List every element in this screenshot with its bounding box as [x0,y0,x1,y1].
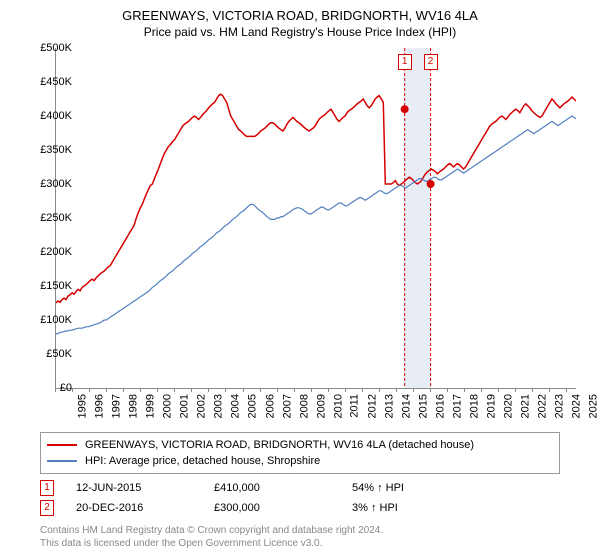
x-tick-label: 2020 [503,394,515,418]
y-tick-label: £100K [40,314,72,326]
legend-label: GREENWAYS, VICTORIA ROAD, BRIDGNORTH, WV… [85,439,474,451]
legend-swatch [47,444,77,446]
x-tick-label: 1996 [94,394,106,418]
y-tick-label: £450K [40,76,72,88]
y-tick-label: £200K [40,246,72,258]
y-tick-label: £150K [40,280,72,292]
x-tick-label: 1997 [111,394,123,418]
sales-row: 1 12-JUN-2015 £410,000 54% ↑ HPI [40,478,490,498]
x-tick-label: 2006 [264,394,276,418]
x-tick-label: 2024 [571,394,583,418]
x-tick-label: 2009 [315,394,327,418]
x-tick-label: 2001 [179,394,191,418]
chart-svg [56,48,576,388]
x-tick-label: 2005 [247,394,259,418]
x-tick-label: 2002 [196,394,208,418]
sale-vs-hpi: 3% ↑ HPI [352,502,490,514]
sale-price: £410,000 [214,482,352,494]
sale-dot [401,105,409,113]
x-tick-label: 2022 [537,394,549,418]
x-tick-label: 2013 [383,394,395,418]
x-tick-label: 2015 [417,394,429,418]
x-tick-label: 2023 [554,394,566,418]
sale-marker-icon: 2 [40,500,54,516]
y-tick-label: £350K [40,144,72,156]
legend-row: HPI: Average price, detached house, Shro… [47,453,553,469]
x-tick-label: 2003 [213,394,225,418]
x-tick-label: 2000 [162,394,174,418]
legend-label: HPI: Average price, detached house, Shro… [85,455,320,467]
legend-swatch [47,460,77,462]
sale-dot [427,180,435,188]
legend: GREENWAYS, VICTORIA ROAD, BRIDGNORTH, WV… [40,432,560,474]
sale-vs-hpi: 54% ↑ HPI [352,482,490,494]
chart-container: GREENWAYS, VICTORIA ROAD, BRIDGNORTH, WV… [0,0,600,560]
series-line [56,94,576,303]
x-tick-label: 2021 [520,394,532,418]
y-tick-label: £300K [40,178,72,190]
x-tick-label: 2011 [348,394,360,418]
sale-price: £300,000 [214,502,352,514]
x-tick-label: 2014 [400,394,412,418]
y-tick-label: £400K [40,110,72,122]
x-tick-label: 1999 [145,394,157,418]
footer-line: This data is licensed under the Open Gov… [40,537,383,550]
legend-row: GREENWAYS, VICTORIA ROAD, BRIDGNORTH, WV… [47,437,553,453]
chart-title: GREENWAYS, VICTORIA ROAD, BRIDGNORTH, WV… [0,0,600,23]
x-tick-label: 2016 [435,394,447,418]
x-tick-label: 1995 [76,394,88,418]
footer-line: Contains HM Land Registry data © Crown c… [40,524,383,537]
x-tick-label: 2007 [281,394,293,418]
y-tick-label: £250K [40,212,72,224]
chart-subtitle: Price paid vs. HM Land Registry's House … [0,23,600,43]
y-tick-label: £0 [60,382,72,394]
y-tick-label: £50K [46,348,72,360]
x-tick-label: 2018 [469,394,481,418]
x-tick-label: 2019 [486,394,498,418]
sale-marker-icon: 1 [40,480,54,496]
sale-date: 12-JUN-2015 [76,482,214,494]
plot-area: 12 [55,48,576,389]
sale-marker-annotation: 2 [424,54,438,70]
x-tick-label: 2008 [298,394,310,418]
x-tick-label: 2025 [588,394,600,418]
x-tick-label: 2004 [230,394,242,418]
sales-table: 1 12-JUN-2015 £410,000 54% ↑ HPI 2 20-DE… [40,478,490,518]
x-tick-label: 2012 [366,394,378,418]
footer: Contains HM Land Registry data © Crown c… [40,524,383,550]
x-tick-label: 2017 [452,394,464,418]
x-tick-label: 2010 [332,394,344,418]
y-tick-label: £500K [40,42,72,54]
x-tick-label: 1998 [128,394,140,418]
sale-marker-annotation: 1 [398,54,412,70]
sales-row: 2 20-DEC-2016 £300,000 3% ↑ HPI [40,498,490,518]
sale-date: 20-DEC-2016 [76,502,214,514]
